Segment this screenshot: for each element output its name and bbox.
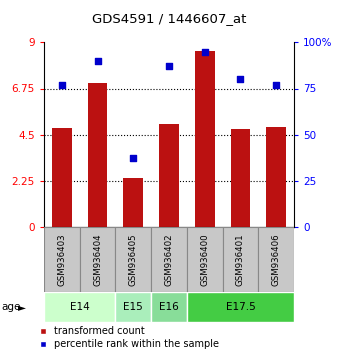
Text: GSM936400: GSM936400 [200, 233, 209, 286]
Point [202, 49, 208, 55]
Text: GSM936405: GSM936405 [129, 233, 138, 286]
Text: GSM936403: GSM936403 [57, 233, 66, 286]
Point [166, 64, 172, 69]
Bar [52, 129, 72, 227]
Bar [115, 292, 151, 322]
Text: E15: E15 [123, 302, 143, 312]
Bar [80, 227, 115, 292]
Text: age: age [2, 302, 21, 312]
Text: E16: E16 [159, 302, 179, 312]
Legend: transformed count, percentile rank within the sample: transformed count, percentile rank withi… [39, 326, 219, 349]
Bar [151, 227, 187, 292]
Text: GSM936402: GSM936402 [165, 233, 173, 286]
Text: ►: ► [18, 302, 26, 312]
Bar [44, 227, 80, 292]
Bar [88, 84, 107, 227]
Bar [195, 51, 215, 227]
Bar [159, 124, 179, 227]
Bar [151, 292, 187, 322]
Bar [44, 292, 115, 322]
Point [273, 82, 279, 88]
Text: GSM936404: GSM936404 [93, 233, 102, 286]
Text: E17.5: E17.5 [225, 302, 255, 312]
Point [59, 82, 65, 88]
Point [130, 156, 136, 161]
Bar [123, 178, 143, 227]
Bar [231, 130, 250, 227]
Point [238, 76, 243, 82]
Point [95, 58, 100, 64]
Text: GSM936401: GSM936401 [236, 233, 245, 286]
Text: GDS4591 / 1446607_at: GDS4591 / 1446607_at [92, 12, 246, 25]
Bar [258, 227, 294, 292]
Bar [266, 127, 286, 227]
Bar [187, 292, 294, 322]
Bar [115, 227, 151, 292]
Text: GSM936406: GSM936406 [272, 233, 281, 286]
Bar [187, 227, 223, 292]
Text: E14: E14 [70, 302, 90, 312]
Bar [223, 227, 258, 292]
